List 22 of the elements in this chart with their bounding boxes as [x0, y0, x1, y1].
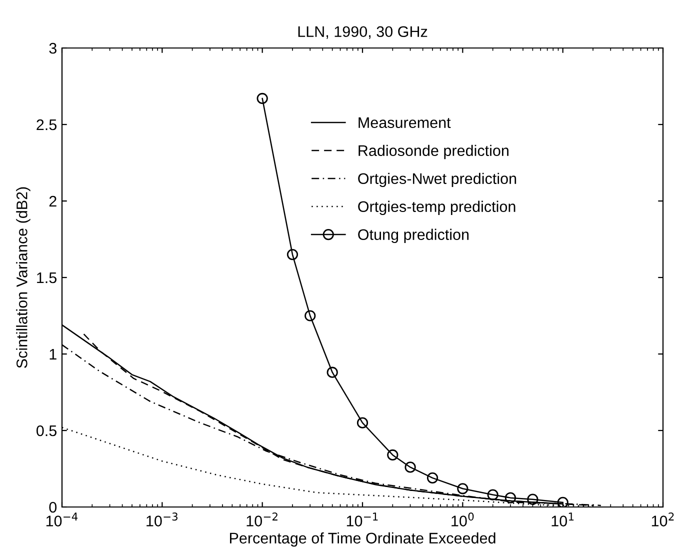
- y-tick-label: 3: [49, 42, 56, 54]
- y-tick-label: 1: [50, 349, 56, 360]
- x-axis-title: Percentage of Time Ordinate Exceeded: [230, 532, 496, 547]
- chart-title: LLN, 1990, 30 GHz: [298, 26, 428, 39]
- x-tick-label: 10$^{0}$: [452, 512, 474, 526]
- y-axis-title: Scintillation Variance (dB2): [16, 187, 30, 368]
- x-tick-label: 10$^{2}$: [652, 512, 674, 526]
- legend-label: Radiosonde prediction: [358, 144, 508, 160]
- x-tick-label: 10$^{−1}$: [346, 512, 378, 526]
- x-tick-label: 10$^{−2}$: [246, 512, 278, 526]
- legend-label: Ortgies-temp prediction: [358, 200, 516, 216]
- legend-label: Measurement: [358, 117, 451, 128]
- y-tick-label: 2.5: [36, 119, 56, 130]
- y-tick-label: 0.5: [36, 425, 56, 436]
- x-tick-label: 10$^{1}$: [552, 512, 574, 526]
- legend-label: Otung prediction: [358, 228, 469, 244]
- x-tick-label: 10$^{−4}$: [46, 512, 78, 526]
- y-tick-label: 1.5: [37, 272, 56, 284]
- x-tick-label: 10$^{−3}$: [146, 512, 178, 526]
- y-tick-label: 0: [49, 502, 57, 513]
- legend-label: Ortgies-Nwet prediction: [358, 172, 516, 188]
- y-tick-label: 2: [49, 196, 56, 207]
